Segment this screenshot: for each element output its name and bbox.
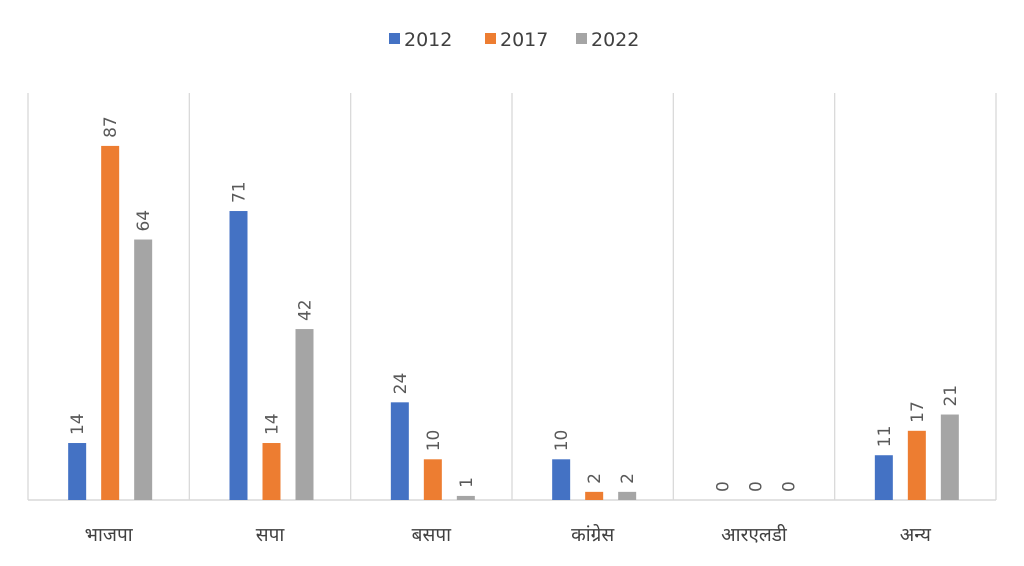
category-label: बसपा (412, 524, 452, 546)
bar-2022 (134, 239, 153, 500)
bar-2017 (907, 430, 926, 500)
bar-2012 (229, 211, 248, 500)
data-label: 21 (941, 385, 961, 407)
bar-2017 (585, 491, 604, 500)
data-label: 11 (875, 426, 895, 448)
data-label: 0 (747, 481, 767, 492)
bar-2017 (262, 443, 281, 500)
data-label: 24 (391, 373, 411, 395)
data-label: 14 (68, 413, 88, 435)
category-label: अन्य (900, 524, 932, 546)
data-label: 0 (780, 481, 800, 492)
data-label: 2 (585, 473, 605, 484)
data-label: 71 (230, 181, 250, 203)
bar-2012 (390, 402, 409, 500)
category-label: आरएलडी (721, 523, 788, 546)
bar-2022 (456, 495, 475, 500)
bar-2017 (101, 145, 120, 500)
category-label: सपा (256, 524, 286, 546)
data-label: 1 (457, 477, 477, 488)
bar-2022 (940, 414, 959, 500)
data-label: 10 (424, 430, 444, 452)
data-label: 64 (134, 210, 154, 232)
legend-label: 2012 (404, 29, 452, 51)
legend-label: 2022 (591, 29, 639, 51)
category-label: कांग्रेस (571, 523, 615, 546)
data-label: 10 (552, 430, 572, 452)
legend-swatch-2012 (389, 33, 400, 44)
data-label: 42 (296, 299, 316, 321)
bar-2022 (295, 329, 314, 500)
bar-2012 (68, 443, 87, 500)
data-label: 14 (263, 413, 283, 435)
legend-label: 2017 (500, 29, 548, 51)
category-label: भाजपा (85, 524, 134, 546)
data-label: 87 (101, 116, 121, 138)
data-label: 0 (714, 481, 734, 492)
bar-2017 (423, 459, 442, 500)
bar-2012 (874, 455, 893, 500)
bar-2022 (618, 491, 637, 500)
legend-swatch-2022 (576, 33, 587, 44)
data-label: 17 (908, 401, 928, 423)
bar-2012 (552, 459, 571, 500)
data-label: 2 (618, 473, 638, 484)
legend-swatch-2017 (485, 33, 496, 44)
